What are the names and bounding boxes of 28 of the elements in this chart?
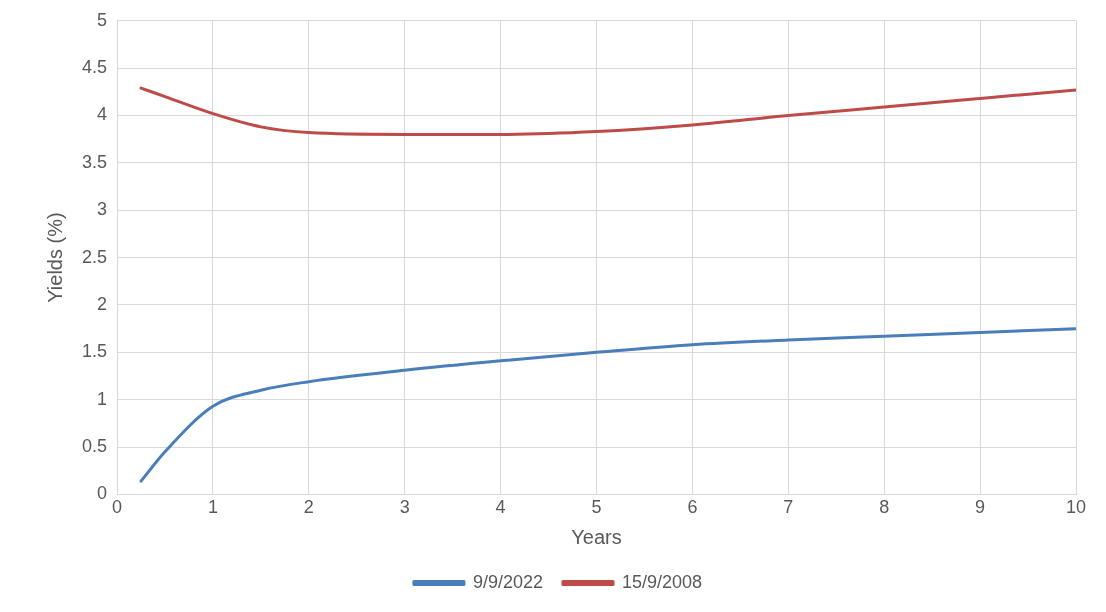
y-tick-label: 1.5: [81, 341, 108, 362]
y-tick-label: 3: [97, 199, 108, 220]
x-tick-label: 1: [207, 497, 218, 518]
x-tick-label: 8: [879, 497, 890, 518]
y-tick-label: 1: [97, 388, 108, 409]
x-axis-title: Years: [571, 525, 622, 548]
x-tick-label: 2: [303, 497, 314, 518]
x-tick-label: 7: [783, 497, 794, 518]
line-series: [139, 327, 1076, 483]
y-tick-label: 4.5: [81, 57, 108, 78]
legend-label: 15/9/2008: [621, 571, 703, 592]
y-tick-label: 0: [97, 483, 108, 504]
x-tick-label: 10: [1065, 497, 1087, 518]
y-tick-label: 3.5: [81, 151, 108, 172]
x-tick-label: 9: [975, 497, 986, 518]
y-tick-label: 2: [97, 293, 108, 314]
x-tick-label: 0: [112, 497, 123, 518]
line-series: [139, 86, 1076, 136]
x-tick-label: 5: [591, 497, 602, 518]
x-tick-label: 6: [687, 497, 698, 518]
y-tick-label: 0.5: [81, 436, 108, 457]
legend-label: 9/9/2022: [472, 571, 544, 592]
x-tick-label: 4: [495, 497, 506, 518]
y-tick-label: 4: [97, 104, 108, 125]
x-tick-label: 3: [399, 497, 410, 518]
y-tick-label: 2.5: [81, 246, 108, 267]
y-axis-title: Yields (%): [43, 212, 66, 303]
y-tick-label: 5: [97, 9, 108, 30]
